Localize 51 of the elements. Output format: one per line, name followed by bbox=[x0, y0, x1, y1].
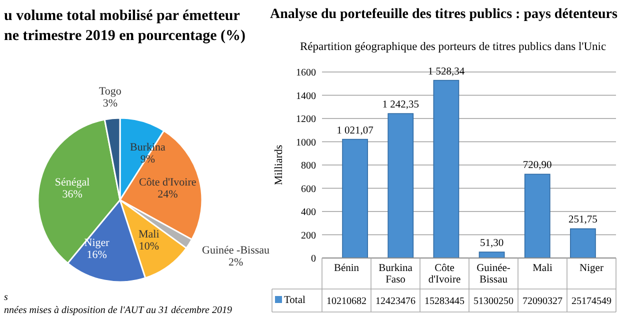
data-label: 251,75 bbox=[568, 214, 598, 226]
chart-title: u volume total mobilisé par émetteur ne trimestre 2019 en pourcentage (%) bbox=[4, 8, 246, 44]
legend-label: Total bbox=[284, 295, 306, 306]
text: 51300250 bbox=[474, 296, 514, 307]
x-tick-label: Bénin bbox=[334, 263, 360, 274]
data-label: 3% bbox=[102, 97, 118, 110]
text: 25174549 bbox=[572, 296, 612, 307]
slice-label: Côte d'Ivoire bbox=[139, 176, 196, 189]
data-label: 2% bbox=[228, 256, 244, 269]
chart-title: Analyse du portefeuille des titres publics : pays détenteurs bbox=[270, 7, 618, 22]
text: nnées mises à disposition de l'AUT au 31 décembre 2019 bbox=[4, 305, 232, 316]
y-tick-label: 1600 bbox=[296, 68, 316, 78]
y-tick-label: 200 bbox=[301, 230, 316, 242]
data-label: 1 021,07 bbox=[336, 125, 374, 136]
data-label: 10% bbox=[138, 240, 160, 253]
bar bbox=[433, 80, 460, 258]
data-label: 36% bbox=[62, 188, 82, 201]
bar bbox=[342, 138, 368, 258]
y-tick-label: 1400 bbox=[296, 90, 316, 102]
x-tick-label: Niger bbox=[580, 263, 604, 274]
bar bbox=[570, 228, 596, 258]
text: 12423476 bbox=[376, 296, 416, 307]
y-tick-label: 0 bbox=[311, 254, 316, 264]
y-tick-label: 600 bbox=[301, 184, 316, 195]
slice-label: Niger bbox=[84, 237, 110, 250]
text: 72090327 bbox=[522, 296, 562, 307]
bar bbox=[524, 174, 550, 258]
text: s bbox=[4, 292, 8, 303]
bar bbox=[388, 113, 414, 258]
x-tick-label: Burkina Faso bbox=[378, 263, 413, 286]
y-tick-label: 1200 bbox=[296, 114, 316, 125]
y-tick-label: 800 bbox=[301, 160, 316, 172]
data-label: 16% bbox=[86, 249, 107, 262]
slice-label: Guinée -Bissau bbox=[202, 244, 270, 257]
x-tick-label: Côte d'Ivoire bbox=[428, 263, 461, 286]
data-label: 51,30 bbox=[480, 238, 504, 250]
data-label: 24% bbox=[158, 188, 178, 201]
slice-label: Mali bbox=[138, 228, 160, 241]
data-label: 1 528,34 bbox=[428, 66, 466, 78]
y-axis-title: Milliards bbox=[273, 144, 285, 186]
x-tick-label: Mali bbox=[532, 263, 552, 274]
slice-label: Sénégal bbox=[54, 176, 90, 189]
slice-label: Togo bbox=[98, 85, 122, 98]
text: 15283445 bbox=[424, 296, 464, 307]
data-label: 1 242,35 bbox=[382, 100, 420, 111]
text: 10210682 bbox=[326, 296, 366, 307]
data-label: 720,90 bbox=[522, 160, 552, 172]
chart-subtitle: Répartition géographique des porteurs de titres publics dans l'Unic bbox=[300, 41, 606, 53]
y-tick-label: 1000 bbox=[296, 137, 316, 148]
y-tick-label: 400 bbox=[301, 207, 316, 218]
x-tick-label: Guinée-Bissau bbox=[476, 263, 511, 286]
